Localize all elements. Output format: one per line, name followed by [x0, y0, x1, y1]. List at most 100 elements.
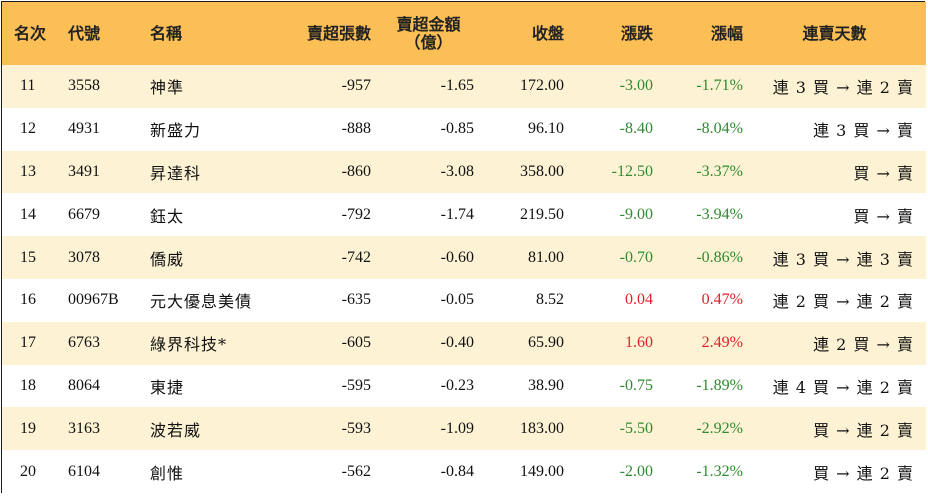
cell-sell-lots: -957: [341, 77, 371, 95]
cell-rank: 13: [20, 162, 36, 180]
cell-change: -0.75: [619, 376, 653, 394]
cell-code: 3163: [68, 419, 100, 437]
header-sell-amount[interactable]: 賣超金額 （億）: [377, 2, 480, 65]
cell-close: 172.00: [520, 77, 564, 95]
table-row[interactable]: 15 3078 僑威 -742 -0.60 81.00 -0.70 -0.86% 連 3 買 →…: [2, 236, 926, 279]
cell-rank: 19: [20, 419, 36, 437]
header-row: 名次 代號 名稱 賣超張數 賣超金額 （億） 收盤 漲跌 漲幅 連賣天數: [2, 2, 926, 65]
cell-rank: 18: [20, 376, 36, 394]
cell-code: 6104: [68, 462, 100, 480]
cell-change: 1.60: [625, 334, 653, 352]
cell-sell-amount: -0.85: [440, 120, 474, 138]
cell-sell-lots: -595: [341, 376, 371, 394]
cell-change-pct: -1.71%: [696, 77, 743, 95]
table-row[interactable]: 14 6679 鈺太 -792 -1.74 219.50 -9.00 -3.94% 買 → 賣: [2, 193, 926, 237]
cell-sell-lots: -888: [341, 120, 371, 138]
cell-rank: 11: [20, 77, 36, 95]
cell-sell-amount: -0.84: [440, 462, 474, 480]
cell-change-pct: -1.32%: [696, 462, 743, 480]
cell-code: 8064: [68, 376, 100, 394]
cell-sell-amount: -1.09: [440, 419, 474, 437]
header-change[interactable]: 漲跌: [620, 23, 653, 43]
cell-sell-lots: -593: [341, 419, 371, 437]
cell-change-pct: -8.04%: [696, 120, 743, 138]
cell-change: -12.50: [611, 162, 653, 180]
cell-change: -0.70: [619, 248, 653, 266]
cell-streak: 買 → 連 2 賣: [813, 420, 914, 440]
cell-sell-amount: -0.40: [440, 334, 474, 352]
cell-code: 00967B: [68, 291, 119, 309]
cell-sell-amount: -0.23: [440, 376, 474, 394]
cell-change-pct: -2.92%: [696, 419, 743, 437]
cell-change-pct: -3.37%: [696, 162, 743, 180]
cell-sell-lots: -792: [341, 205, 371, 223]
table-body: 11 3558 神準 -957 -1.65 172.00 -3.00 -1.71% 連 3 買 …: [2, 65, 926, 493]
cell-name: 創惟: [150, 463, 185, 483]
cell-code: 3491: [68, 162, 100, 180]
cell-name: 鈺太: [150, 206, 185, 226]
table-header: 名次 代號 名稱 賣超張數 賣超金額 （億） 收盤 漲跌 漲幅 連賣天數: [2, 2, 926, 65]
cell-rank: 16: [20, 291, 36, 309]
cell-streak: 連 3 買 → 連 3 賣: [772, 249, 914, 269]
cell-close: 219.50: [520, 205, 564, 223]
table-row[interactable]: 17 6763 綠界科技* -605 -0.40 65.90 1.60 2.49% 連 2 買 …: [2, 321, 926, 365]
cell-sell-amount: -0.05: [440, 291, 474, 309]
cell-change: -8.40: [619, 120, 653, 138]
cell-name: 綠界科技*: [150, 335, 228, 355]
table-row[interactable]: 18 8064 東捷 -595 -0.23 38.90 -0.75 -1.89% 連 4 買 →…: [2, 364, 926, 408]
cell-close: 96.10: [528, 120, 564, 138]
cell-name: 神準: [150, 78, 185, 98]
cell-sell-amount: -1.74: [440, 205, 474, 223]
cell-sell-lots: -635: [341, 291, 371, 309]
cell-change-pct: -3.94%: [696, 205, 743, 223]
table-row[interactable]: 12 4931 新盛力 -888 -0.85 96.10 -8.40 -8.04% 連 3 買 …: [2, 107, 926, 151]
cell-name: 波若威: [150, 420, 202, 440]
cell-close: 149.00: [520, 462, 564, 480]
header-streak[interactable]: 連賣天數: [802, 23, 867, 43]
cell-close: 81.00: [528, 248, 564, 266]
table-row[interactable]: 16 00967B 元大優息美債 -635 -0.05 8.52 0.04 0.47% 連 2 …: [2, 278, 926, 322]
cell-close: 65.90: [528, 334, 564, 352]
cell-streak: 連 3 買 → 連 2 賣: [772, 78, 914, 98]
cell-rank: 20: [20, 462, 36, 480]
cell-code: 3558: [68, 77, 100, 95]
cell-change: 0.04: [625, 291, 653, 309]
cell-code: 4931: [68, 120, 100, 138]
cell-streak: 連 3 買 → 賣: [813, 121, 914, 141]
cell-name: 昇達科: [150, 163, 202, 183]
cell-sell-amount: -1.65: [440, 77, 474, 95]
cell-sell-lots: -562: [341, 462, 371, 480]
cell-streak: 連 2 買 → 賣: [813, 335, 914, 355]
cell-change-pct: 2.49%: [701, 334, 743, 352]
cell-name: 新盛力: [150, 121, 202, 141]
table-row[interactable]: 13 3491 昇達科 -860 -3.08 358.00 -12.50 -3.37% 買 → …: [2, 150, 926, 194]
table-row[interactable]: 19 3163 波若威 -593 -1.09 183.00 -5.50 -2.92% 買 → 連…: [2, 407, 926, 451]
header-code[interactable]: 代號: [68, 23, 101, 43]
header-change-pct[interactable]: 漲幅: [710, 23, 743, 43]
cell-sell-amount: -3.08: [440, 162, 474, 180]
cell-rank: 12: [20, 120, 36, 138]
cell-rank: 15: [20, 248, 36, 266]
table-row[interactable]: 11 3558 神準 -957 -1.65 172.00 -3.00 -1.71% 連 3 買 …: [2, 65, 926, 108]
cell-change: -2.00: [619, 462, 653, 480]
cell-streak: 買 → 連 2 賣: [813, 463, 914, 483]
header-name[interactable]: 名稱: [150, 23, 183, 43]
cell-sell-amount: -0.60: [440, 248, 474, 266]
header-close[interactable]: 收盤: [531, 23, 564, 43]
header-sell-lots[interactable]: 賣超張數: [306, 23, 371, 43]
cell-sell-lots: -860: [341, 162, 371, 180]
cell-close: 358.00: [520, 162, 564, 180]
cell-rank: 17: [20, 334, 36, 352]
cell-close: 8.52: [536, 291, 564, 309]
cell-code: 3078: [68, 248, 100, 266]
cell-close: 183.00: [520, 419, 564, 437]
cell-streak: 買 → 賣: [853, 206, 914, 226]
table-row[interactable]: 20 6104 創惟 -562 -0.84 149.00 -2.00 -1.32% 買 → 連 …: [2, 450, 926, 493]
header-sell-amount-line1: 賣超金額: [396, 14, 461, 34]
cell-name: 東捷: [150, 377, 185, 397]
cell-sell-lots: -742: [341, 248, 371, 266]
header-rank[interactable]: 名次: [14, 23, 47, 43]
cell-streak: 連 2 買 → 連 2 賣: [772, 292, 914, 312]
